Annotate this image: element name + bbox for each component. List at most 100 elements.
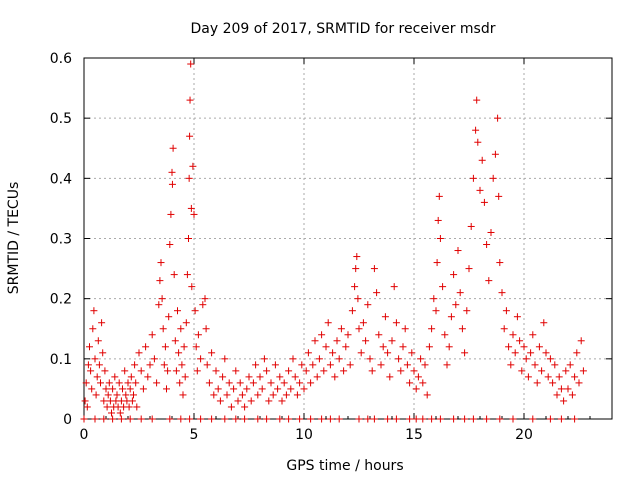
data-point xyxy=(362,337,370,345)
data-point xyxy=(496,259,504,267)
data-point xyxy=(353,253,361,261)
data-point xyxy=(252,361,260,369)
data-point xyxy=(436,235,444,242)
data-point xyxy=(156,277,164,285)
data-point xyxy=(370,265,378,273)
data-point xyxy=(472,126,480,134)
data-point xyxy=(274,385,282,393)
x-tick-label: 20 xyxy=(515,427,533,443)
data-point xyxy=(379,343,387,351)
data-point xyxy=(126,385,134,393)
data-point xyxy=(203,361,211,369)
data-point xyxy=(166,241,174,249)
data-point xyxy=(298,361,306,369)
data-point xyxy=(337,325,345,333)
data-point xyxy=(100,415,108,423)
data-point xyxy=(263,415,271,423)
data-point xyxy=(419,379,427,387)
data-point xyxy=(80,415,88,423)
data-point xyxy=(502,307,510,315)
data-point xyxy=(419,415,427,423)
data-series xyxy=(80,60,587,423)
data-point xyxy=(241,403,249,411)
data-point xyxy=(483,241,491,249)
chart-title: Day 209 of 2017, SRMTID for receiver msd… xyxy=(191,21,496,37)
data-point xyxy=(540,319,548,327)
data-point xyxy=(177,415,185,423)
data-point xyxy=(309,361,317,369)
data-point xyxy=(174,307,181,315)
data-point xyxy=(122,391,130,399)
data-point xyxy=(170,271,178,279)
data-point xyxy=(216,397,224,405)
data-point xyxy=(489,174,497,182)
data-point xyxy=(186,132,194,140)
data-point xyxy=(412,385,420,393)
data-point xyxy=(99,349,107,357)
data-point xyxy=(417,355,425,363)
data-point xyxy=(278,397,286,405)
data-point xyxy=(566,361,574,369)
data-point xyxy=(180,343,188,351)
x-axis-label: GPS time / hours xyxy=(286,458,403,474)
data-point xyxy=(293,391,301,399)
data-point xyxy=(326,415,334,423)
data-point xyxy=(571,373,579,381)
data-point xyxy=(511,349,519,357)
data-point xyxy=(348,307,356,315)
data-point xyxy=(441,331,449,339)
data-point xyxy=(454,247,462,255)
data-point xyxy=(307,415,315,423)
data-point xyxy=(166,415,174,423)
data-point xyxy=(529,415,537,423)
data-point xyxy=(133,403,141,411)
data-point xyxy=(121,367,129,375)
data-point xyxy=(163,385,170,393)
data-point xyxy=(139,385,147,393)
data-point xyxy=(201,295,209,303)
data-point xyxy=(500,325,508,333)
data-point xyxy=(399,343,407,351)
data-point xyxy=(221,415,229,423)
data-point xyxy=(344,331,352,339)
data-point xyxy=(100,397,108,405)
data-point xyxy=(392,415,400,423)
data-point xyxy=(414,373,422,381)
data-point xyxy=(406,379,414,387)
data-point xyxy=(210,391,218,399)
data-point xyxy=(535,343,543,351)
data-point xyxy=(469,415,477,423)
data-point xyxy=(311,337,319,345)
data-point xyxy=(507,361,515,369)
data-point xyxy=(302,367,310,375)
data-point xyxy=(249,379,257,387)
data-point xyxy=(421,361,429,369)
data-point xyxy=(577,337,585,345)
data-point xyxy=(370,415,378,423)
data-point xyxy=(551,361,559,369)
data-point xyxy=(289,355,297,363)
data-point xyxy=(335,415,343,423)
data-point xyxy=(193,367,201,375)
data-point xyxy=(522,355,530,363)
data-point xyxy=(390,283,398,291)
data-point xyxy=(564,385,572,393)
data-point xyxy=(116,409,124,417)
data-point xyxy=(165,313,173,321)
data-point xyxy=(109,385,117,393)
data-point xyxy=(568,391,576,399)
data-point xyxy=(296,379,304,387)
data-point xyxy=(392,319,400,327)
data-point xyxy=(542,349,550,357)
data-point xyxy=(171,337,179,345)
data-point xyxy=(461,349,469,357)
data-point xyxy=(176,379,184,387)
x-tick-label: 10 xyxy=(295,427,313,443)
data-point xyxy=(256,373,264,381)
y-tick-label: 0.6 xyxy=(50,51,72,67)
y-tick-label: 0.1 xyxy=(50,352,72,368)
data-point xyxy=(435,192,443,200)
data-point xyxy=(571,415,579,423)
data-point xyxy=(531,361,539,369)
data-point xyxy=(117,415,125,423)
